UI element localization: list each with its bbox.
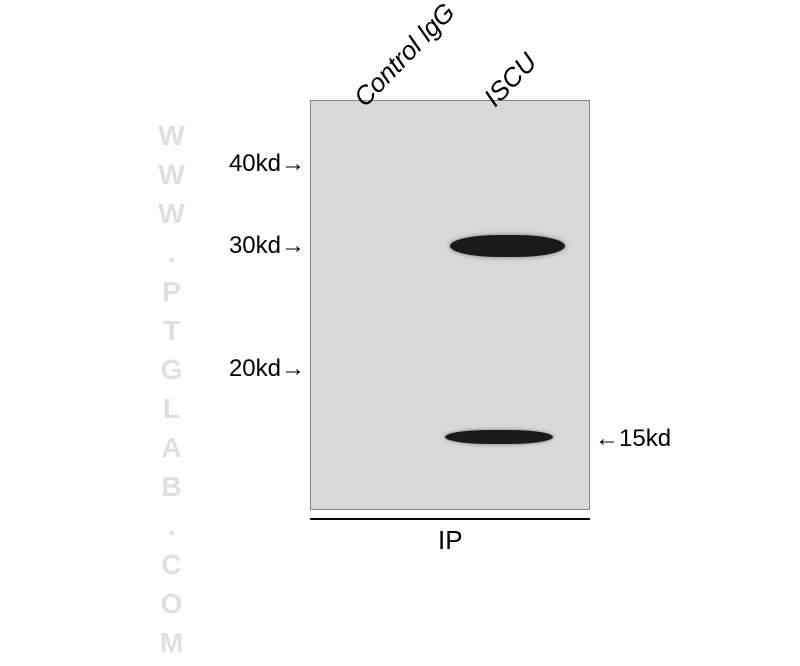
marker-30kd: 30kd→ (225, 232, 305, 260)
marker-40kd: 40kd→ (225, 150, 305, 178)
band-30kd (450, 235, 565, 257)
marker-20kd: 20kd→ (225, 355, 305, 383)
band-15kd (445, 430, 553, 444)
ip-underline (310, 518, 590, 520)
western-blot-membrane (310, 100, 590, 510)
ip-label: IP (438, 525, 463, 556)
figure-container: WWW.PTGLAB.COM Control lgG ISCU 40kd→ 30… (0, 0, 800, 600)
lane-label-control: Control lgG (348, 0, 462, 113)
watermark-text: WWW.PTGLAB.COM (155, 120, 187, 666)
target-15kd: ←15kd (595, 425, 671, 453)
